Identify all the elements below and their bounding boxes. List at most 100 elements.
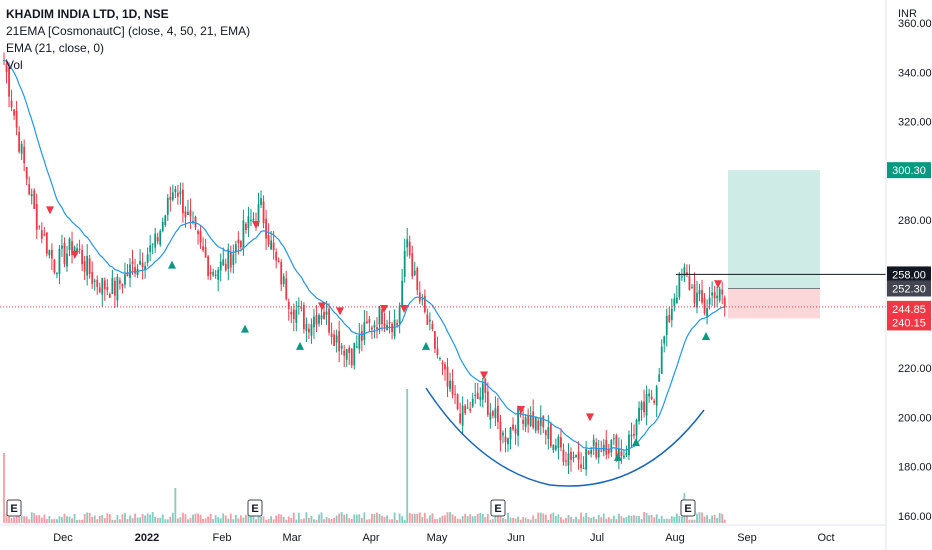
time-axis[interactable]: Dec 2022 Feb Mar Apr May Jun Jul Aug Sep Oct — [0, 524, 886, 544]
candle-body — [554, 445, 557, 450]
earnings-marker: E — [490, 499, 506, 517]
volume-bar — [73, 513, 76, 523]
candle-body — [119, 280, 121, 284]
candle-body — [365, 321, 368, 324]
candle-body — [708, 297, 711, 305]
volume-bar — [308, 518, 310, 523]
volume-bar — [101, 515, 104, 523]
volume-bar — [489, 519, 492, 523]
candle-body — [451, 380, 454, 395]
volume-bar — [3, 453, 5, 523]
cup-pattern-curve[interactable] — [425, 387, 705, 487]
candle-body — [207, 256, 210, 276]
volume-bar — [623, 517, 625, 523]
candle-body — [25, 166, 28, 180]
candle-body — [572, 456, 575, 458]
candle-body — [237, 239, 240, 244]
indicator-ema[interactable]: EMA (21, close, 0) — [6, 41, 105, 55]
candle-body — [517, 407, 519, 436]
volume-bar — [126, 518, 129, 523]
indicator-volume[interactable]: Vol — [6, 58, 23, 72]
volume-bar — [701, 512, 703, 523]
candle-body — [585, 449, 588, 470]
volume-bar — [108, 514, 111, 523]
candle-body — [529, 415, 532, 427]
volume-bar — [325, 516, 328, 523]
candle-body — [617, 448, 620, 461]
candle-body — [239, 240, 242, 248]
candle-body — [411, 253, 414, 277]
sell-signal-marker — [336, 307, 344, 316]
candle-body — [552, 444, 555, 451]
buy-signal-marker — [168, 260, 176, 269]
candle-body — [338, 331, 341, 352]
volume-bar — [512, 517, 514, 523]
volume-bar — [721, 513, 724, 523]
cup-curve-line — [425, 387, 705, 487]
candle-body — [663, 336, 666, 344]
volume-bar — [232, 519, 235, 523]
candle-body — [171, 192, 174, 200]
candle-body — [696, 292, 698, 308]
candle-body — [408, 241, 411, 256]
volume-bar — [650, 514, 653, 523]
volume-bar — [398, 513, 401, 523]
volume-bar — [660, 515, 663, 523]
candle-body — [350, 348, 353, 366]
price-tag-label: 258.00 — [892, 269, 926, 281]
candle-body — [106, 286, 109, 291]
volume-bar — [471, 516, 474, 523]
candle-body — [582, 467, 585, 470]
candle-body — [257, 204, 260, 222]
volume-bar — [454, 516, 456, 523]
candle-body — [187, 211, 189, 216]
candle-body — [615, 435, 618, 460]
volume-bar — [381, 515, 383, 523]
candle-body — [295, 309, 298, 323]
position-box[interactable] — [728, 170, 820, 319]
volume-bar — [217, 517, 220, 523]
volume-bar — [330, 518, 333, 523]
candle-body — [10, 100, 13, 107]
volume-bar — [50, 519, 53, 523]
volume-bar — [373, 514, 376, 523]
volume-bar — [718, 513, 721, 523]
candle-body — [469, 408, 472, 411]
volume-bar — [688, 519, 691, 523]
candle-body — [222, 259, 225, 266]
volume-bar — [106, 513, 109, 523]
volume-bar — [560, 517, 562, 523]
volume-bar — [459, 519, 462, 523]
time-tick-label: May — [427, 532, 448, 544]
volume-bar — [519, 519, 522, 523]
symbol-title[interactable]: KHADIM INDIA LTD, 1D, NSE — [6, 7, 169, 21]
volume-bar — [277, 513, 280, 523]
volume-bar — [527, 519, 530, 523]
candle-body — [53, 259, 56, 273]
volume-bar — [343, 514, 346, 523]
candle-body — [532, 411, 535, 428]
candle-body — [166, 197, 169, 215]
indicator-21ema[interactable]: 21EMA [CosmonautC] (close, 4, 50, 21, EM… — [6, 24, 251, 38]
candle-body — [665, 315, 668, 336]
candle-body — [68, 238, 71, 251]
time-tick-label: Jun — [507, 532, 525, 544]
volume-bar — [287, 516, 290, 523]
candle-body — [436, 348, 439, 356]
candle-body — [23, 146, 26, 163]
volume-bar — [486, 514, 489, 523]
price-axis[interactable]: INR160.00180.00200.00220.00240.00280.003… — [885, 0, 932, 550]
candle-body — [280, 262, 283, 285]
candle-body — [449, 380, 451, 390]
candle-body — [204, 247, 207, 258]
candle-body — [416, 268, 419, 291]
volume-bar — [78, 519, 81, 523]
volume-bar — [524, 517, 527, 523]
candle-body — [229, 251, 232, 268]
volume-bar — [166, 519, 169, 523]
candle-body — [431, 323, 434, 330]
candle-body — [549, 423, 552, 446]
volume-bar — [388, 519, 391, 523]
